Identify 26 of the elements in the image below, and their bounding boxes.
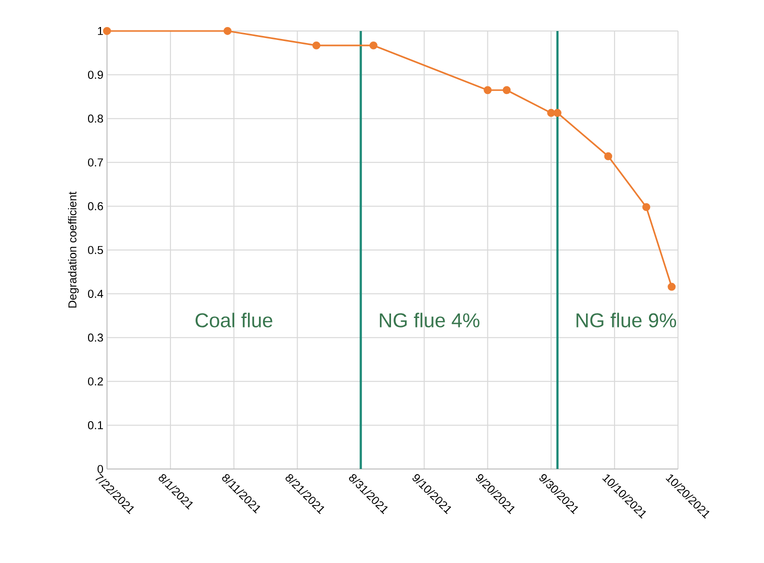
point: [642, 203, 650, 212]
point: [604, 152, 612, 160]
y-tick-label: 0: [98, 464, 104, 474]
y-tick-label: 0.1: [88, 421, 103, 430]
y-tick-label: 0.3: [88, 334, 103, 342]
y-tick-label: 0.6: [88, 202, 103, 210]
point: [547, 108, 556, 117]
point: [553, 108, 562, 117]
y-tick-label: 0.7: [88, 158, 103, 166]
y-tick-label: 0.4: [88, 290, 104, 298]
annotation: Coal flue: [196, 312, 272, 328]
y-axis-title: Degradation coefficient: [68, 192, 79, 308]
point: [668, 282, 676, 291]
point: [502, 86, 511, 94]
annotation: NG flue 9%: [576, 312, 676, 328]
point: [312, 41, 320, 50]
y-tick-label: 0.9: [88, 70, 103, 79]
y-tick-label: 0.5: [88, 246, 103, 254]
point: [103, 27, 111, 35]
y-tick-label: 0.8: [88, 114, 103, 123]
annotation: NG flue 4%: [380, 312, 480, 328]
y-tick-label: 1: [98, 27, 103, 35]
point: [484, 86, 492, 94]
point: [369, 41, 378, 50]
point: [224, 27, 232, 35]
y-tick-label: 0.2: [88, 377, 103, 386]
